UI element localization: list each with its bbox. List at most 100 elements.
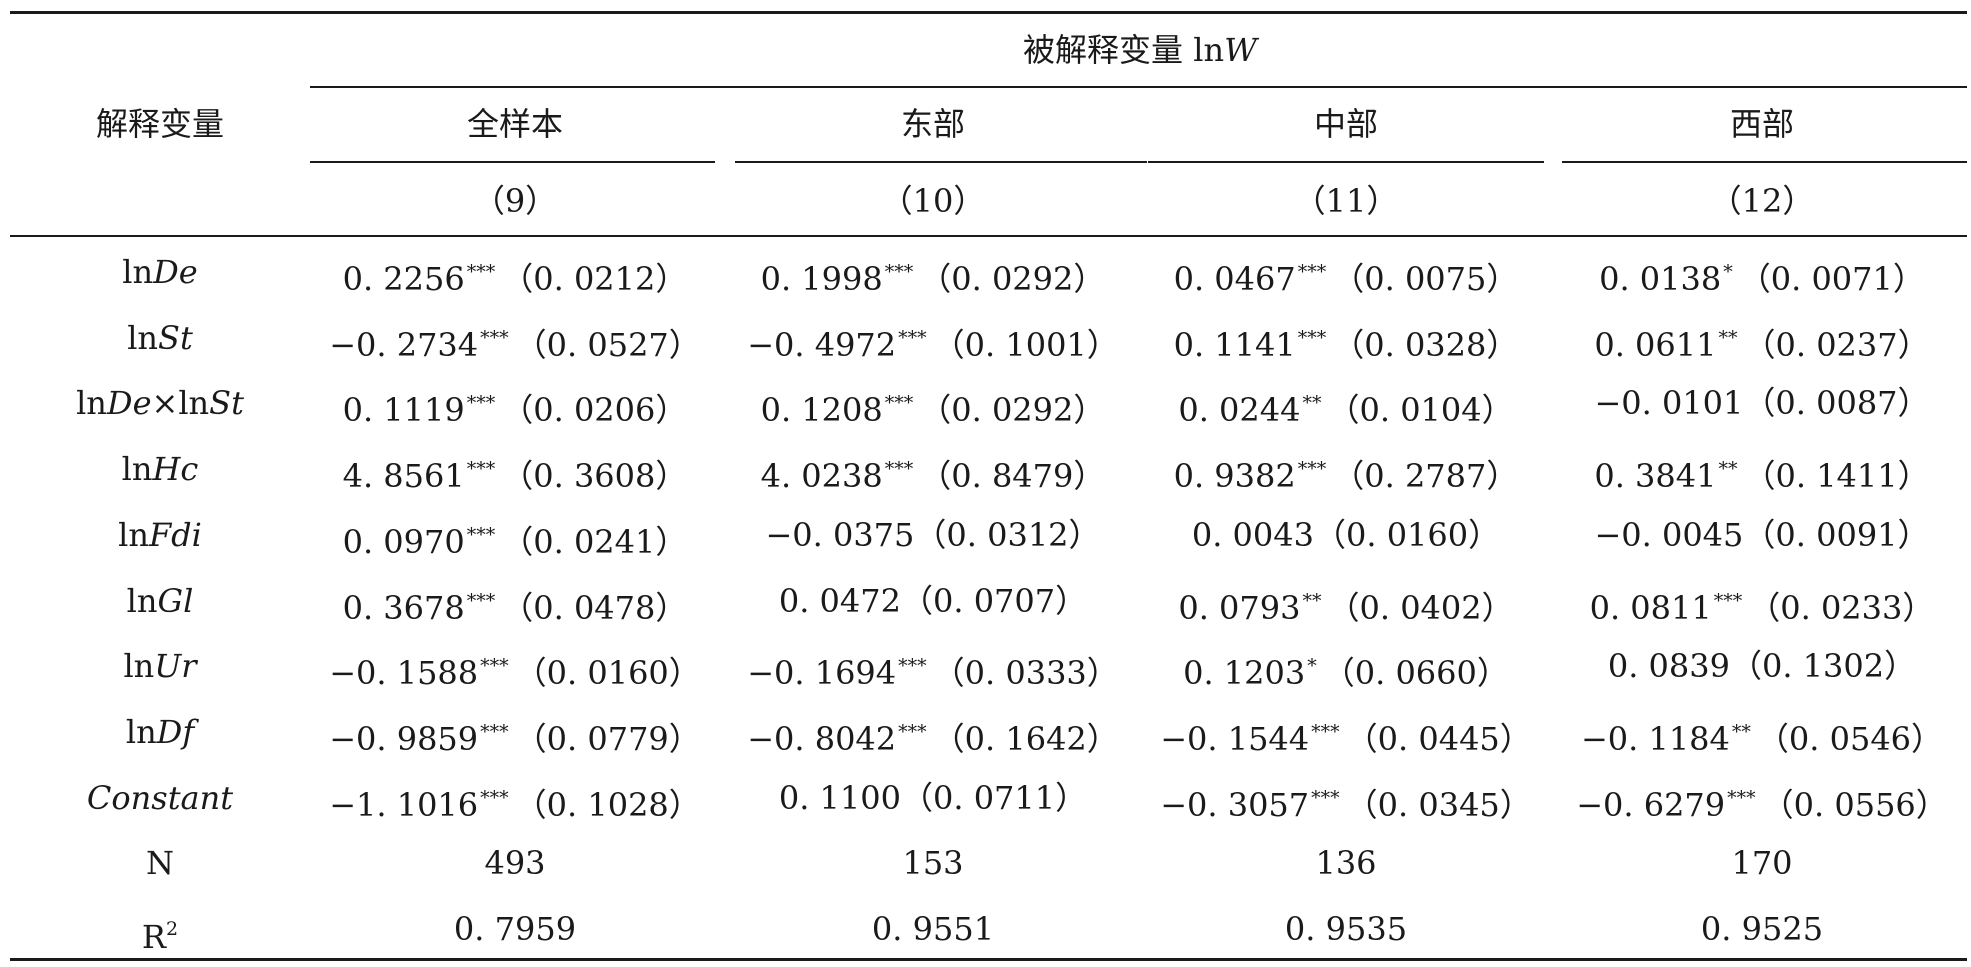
coefficient-value: 4. 8561 — [342, 457, 465, 496]
significance-stars: *** — [1311, 786, 1340, 809]
sample-size-value: 493 — [484, 844, 546, 883]
column-group-label: 中部 — [1313, 105, 1379, 143]
standard-error: （0. 0160） — [514, 654, 701, 693]
standard-error: （0. 1001） — [932, 325, 1119, 364]
table-cell: 0. 0793 ** （0. 0402） — [1178, 581, 1513, 628]
table-cell: 0. 1141 *** （0. 0328） — [1174, 318, 1519, 365]
coefficient-value: −0. 4972 — [747, 325, 897, 364]
dependent-header-rule — [310, 86, 1967, 88]
standard-error: （0. 1028） — [514, 785, 701, 824]
table-cell: 0. 0970 *** （0. 0241） — [343, 515, 688, 562]
coefficient-value: 4. 0238 — [760, 457, 883, 496]
table-bottom-rule — [10, 958, 1967, 961]
significance-stars: * — [1723, 261, 1733, 283]
standard-error: （0. 0333） — [932, 654, 1119, 693]
table-cell: 0. 1100（0. 0711） — [779, 778, 1087, 818]
coefficient-value: −0. 0045 — [1594, 515, 1744, 554]
table-cell: −0. 8042 *** （0. 1642） — [747, 712, 1119, 759]
standard-error: （0. 0345） — [1345, 785, 1532, 824]
standard-error: （0. 0711） — [900, 778, 1088, 817]
coefficient-value: −0. 6279 — [1576, 785, 1726, 824]
standard-error: （0. 3608） — [501, 457, 688, 496]
coefficient-value: 0. 0043 — [1191, 515, 1314, 554]
row-label-part: ln — [121, 450, 153, 489]
coefficient-value: −0. 2734 — [329, 325, 479, 364]
standard-error: （0. 0556） — [1761, 785, 1948, 824]
table-cell: −0. 1694 *** （0. 0333） — [747, 646, 1119, 693]
r-squared-value: 0. 9525 — [1700, 910, 1824, 948]
r-squared-value: 0. 7959 — [453, 910, 577, 948]
significance-stars: *** — [1297, 261, 1327, 283]
significance-stars: ** — [1718, 326, 1738, 349]
row-label: lnGl — [127, 581, 194, 621]
coefficient-value: 0. 0811 — [1589, 588, 1712, 627]
row-label-n: N — [146, 844, 174, 883]
coefficient-value: −0. 8042 — [747, 719, 897, 758]
standard-error: （0. 0233） — [1748, 588, 1935, 627]
table-cell: 0. 0467 *** （0. 0075） — [1174, 252, 1519, 299]
column-rule-full-sample — [310, 161, 715, 163]
coefficient-value: 0. 0244 — [1178, 391, 1301, 430]
row-label: lnDf — [126, 712, 194, 752]
standard-error: （0. 0071） — [1738, 260, 1925, 298]
coefficient-value: −0. 3057 — [1160, 785, 1310, 824]
column-model-number: （12） — [1709, 182, 1815, 220]
row-label: lnDe — [122, 252, 197, 292]
coefficient-value: 0. 1998 — [760, 260, 883, 298]
significance-stars: *** — [466, 261, 496, 283]
table-cell: 0. 0839（0. 1302） — [1608, 646, 1916, 686]
coefficient-value: 0. 3678 — [342, 588, 465, 627]
row-label: lnFdi — [118, 515, 202, 555]
table-cell: 0. 0138 * （0. 0071） — [1599, 252, 1925, 299]
row-label-part: ln — [126, 581, 158, 620]
column-group-label: 西部 — [1729, 105, 1795, 143]
r2-label-base: R — [141, 918, 166, 956]
sample-size-value: 136 — [1315, 844, 1377, 883]
significance-stars: ** — [1302, 392, 1322, 415]
row-label-part: Hc — [152, 450, 199, 489]
standard-error: （0. 0546） — [1756, 719, 1944, 758]
table-cell: −0. 6279 *** （0. 0556） — [1576, 778, 1948, 825]
coefficient-value: −0. 1694 — [747, 654, 897, 693]
sample-size-value: 153 — [902, 844, 964, 883]
significance-stars: *** — [1727, 786, 1756, 809]
standard-error: （0. 0091） — [1743, 515, 1930, 554]
column-rule-central — [1148, 161, 1544, 163]
table-cell: 0. 9382 *** （0. 2787） — [1174, 449, 1519, 496]
table-cell: 0. 1208 *** （0. 0292） — [761, 383, 1106, 430]
row-label-part: Fdi — [148, 515, 202, 554]
dependent-variable-prefix: 被解释变量 ln — [1023, 31, 1225, 69]
standard-error: （0. 1411） — [1743, 457, 1930, 496]
significance-stars: ** — [1718, 458, 1738, 481]
row-label: Constant — [87, 778, 233, 818]
table-cell: 0. 0472（0. 0707） — [779, 581, 1087, 621]
standard-error: （0. 0292） — [919, 260, 1106, 298]
table-cell: −0. 4972 *** （0. 1001） — [747, 318, 1119, 365]
table-cell: 0. 1119 *** （0. 0206） — [343, 383, 688, 430]
standard-error: （0. 8479） — [919, 457, 1106, 496]
standard-error: （0. 0241） — [501, 522, 688, 561]
row-label: lnDe×lnSt — [76, 383, 244, 423]
standard-error: （0. 0707） — [900, 581, 1088, 620]
table-cell: −0. 0101（0. 0087） — [1594, 383, 1929, 423]
standard-error: （0. 0160） — [1313, 515, 1501, 554]
standard-error: （0. 0292） — [919, 391, 1106, 430]
coefficient-value: 0. 1119 — [342, 391, 465, 430]
significance-stars: *** — [466, 523, 496, 546]
significance-stars: *** — [480, 786, 509, 809]
coefficient-value: 0. 1203 — [1183, 654, 1306, 693]
significance-stars: *** — [898, 655, 927, 678]
r-squared-value: 0. 9535 — [1284, 910, 1408, 948]
table-cell: 0. 3841 ** （0. 1411） — [1594, 449, 1929, 496]
coefficient-value: −0. 1588 — [329, 654, 479, 693]
significance-stars: *** — [884, 261, 914, 283]
row-label: lnUr — [123, 646, 196, 686]
row-label: lnSt — [127, 318, 193, 358]
table-cell: −0. 0375（0. 0312） — [765, 515, 1100, 555]
significance-stars: *** — [466, 589, 496, 612]
row-label-part: Gl — [157, 581, 194, 620]
coefficient-value: 0. 9382 — [1173, 457, 1296, 496]
standard-error: （0. 0527） — [514, 325, 701, 364]
significance-stars: *** — [480, 720, 509, 743]
table-cell: 0. 0811 *** （0. 0233） — [1590, 581, 1935, 628]
